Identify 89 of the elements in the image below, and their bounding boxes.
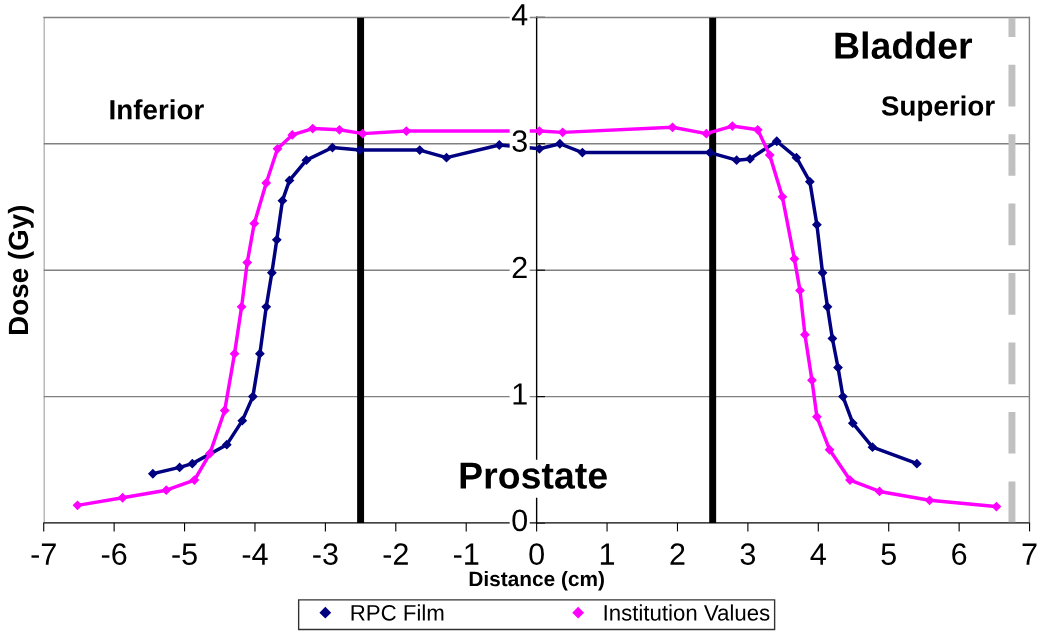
point bbox=[731, 155, 742, 165]
point bbox=[827, 333, 838, 344]
x-tick-label: 2 bbox=[670, 543, 685, 565]
point bbox=[205, 448, 215, 459]
x-tick-label: 5 bbox=[881, 543, 896, 565]
x-tick-label: -2 bbox=[383, 543, 408, 565]
point bbox=[777, 192, 788, 202]
x-tick-label: -1 bbox=[453, 543, 479, 565]
x-tick-label: -5 bbox=[172, 543, 197, 565]
x-tick-label: -6 bbox=[101, 543, 127, 565]
y-tick-label: 4 bbox=[511, 4, 528, 26]
y-tick-label: 0 bbox=[512, 509, 527, 532]
point bbox=[222, 440, 232, 450]
point bbox=[874, 486, 885, 497]
x-tick-label: 7 bbox=[1022, 543, 1037, 565]
annotation: Superior bbox=[881, 95, 995, 122]
point bbox=[795, 285, 805, 296]
point bbox=[817, 268, 828, 278]
point bbox=[287, 130, 297, 140]
point bbox=[284, 175, 295, 186]
point bbox=[117, 493, 128, 503]
point bbox=[355, 145, 365, 155]
point bbox=[175, 462, 185, 473]
point bbox=[401, 126, 411, 136]
point bbox=[824, 445, 835, 455]
point bbox=[812, 412, 822, 422]
y-tick-label: 1 bbox=[513, 383, 527, 405]
point bbox=[255, 349, 265, 359]
point bbox=[267, 268, 277, 278]
annotation: Bladder bbox=[835, 31, 973, 59]
point bbox=[187, 459, 197, 469]
point bbox=[534, 126, 545, 136]
annotation: Inferior bbox=[110, 99, 204, 120]
point bbox=[705, 147, 715, 158]
point bbox=[812, 220, 822, 230]
point bbox=[701, 129, 711, 139]
point bbox=[220, 405, 230, 416]
point bbox=[189, 475, 200, 485]
point bbox=[301, 155, 311, 165]
point bbox=[765, 150, 775, 160]
point bbox=[249, 218, 259, 229]
x-tick-label: 6 bbox=[952, 543, 967, 565]
legend-label: RPC Film bbox=[351, 604, 444, 621]
point bbox=[236, 302, 247, 312]
x-tick-label: -3 bbox=[313, 543, 338, 565]
point bbox=[789, 254, 799, 264]
point bbox=[833, 362, 843, 373]
x-tick-label: 3 bbox=[740, 543, 756, 565]
y-tick-label: 2 bbox=[512, 256, 527, 279]
point bbox=[805, 177, 815, 187]
point bbox=[277, 196, 288, 206]
point bbox=[272, 144, 283, 154]
point bbox=[494, 140, 504, 150]
y-axis-title: Dose (Gy) bbox=[7, 205, 34, 334]
point bbox=[229, 349, 240, 359]
point bbox=[327, 142, 338, 153]
x-axis-title: Distance (cm) bbox=[469, 570, 604, 591]
point bbox=[555, 139, 565, 149]
point bbox=[745, 154, 755, 164]
point bbox=[242, 257, 252, 268]
point bbox=[791, 153, 802, 163]
x-tick-label: 4 bbox=[810, 543, 826, 565]
x-tick-label: -4 bbox=[242, 543, 268, 565]
legend-label: Institution Values bbox=[604, 604, 770, 621]
point bbox=[772, 136, 782, 146]
point bbox=[441, 153, 452, 163]
y-tick-label: 3 bbox=[512, 130, 527, 152]
point bbox=[848, 418, 858, 428]
point bbox=[822, 302, 833, 312]
point bbox=[248, 391, 258, 402]
point bbox=[558, 127, 568, 137]
x-tick-label: -7 bbox=[31, 543, 56, 565]
point bbox=[261, 302, 271, 312]
point bbox=[807, 375, 817, 385]
point bbox=[161, 485, 171, 495]
point bbox=[237, 416, 247, 426]
point bbox=[148, 469, 158, 479]
point bbox=[800, 330, 810, 340]
point bbox=[358, 129, 368, 139]
point bbox=[272, 235, 282, 245]
x-tick-label: 1 bbox=[600, 543, 615, 565]
annotation: Prostate bbox=[460, 462, 607, 489]
point bbox=[912, 459, 922, 469]
x-tick-label: 0 bbox=[529, 543, 544, 565]
point bbox=[72, 500, 83, 510]
point bbox=[867, 442, 878, 452]
point bbox=[753, 125, 763, 135]
point bbox=[261, 178, 271, 188]
point bbox=[415, 145, 425, 155]
